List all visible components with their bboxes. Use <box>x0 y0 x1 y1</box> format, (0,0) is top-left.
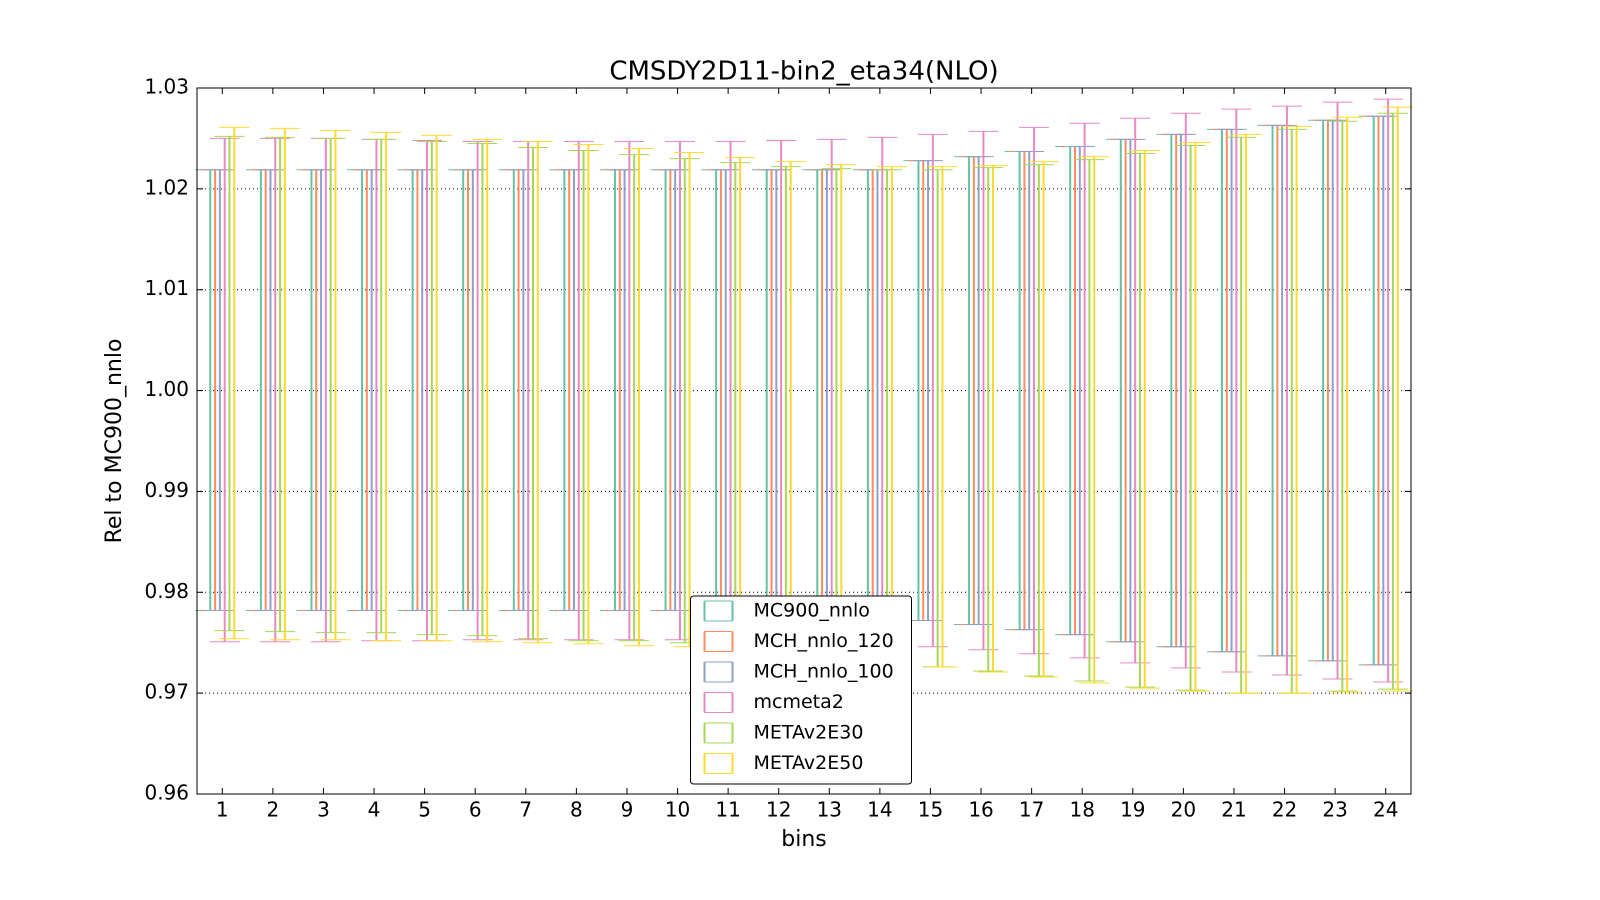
x-tick-label: 22 <box>1272 798 1297 822</box>
x-tick-label: 14 <box>867 798 892 822</box>
x-tick-label: 2 <box>267 798 280 822</box>
x-axis-label: bins <box>781 827 826 852</box>
legend-label: METAv2E30 <box>754 722 864 744</box>
x-tick-label: 4 <box>368 798 381 822</box>
x-tick-label: 21 <box>1221 798 1246 822</box>
x-tick-label: 1 <box>216 798 229 822</box>
legend-label: mcmeta2 <box>754 691 844 713</box>
x-tick-label: 11 <box>715 798 740 822</box>
x-tick-label: 24 <box>1373 798 1398 822</box>
y-tick-label: 1.03 <box>144 75 189 99</box>
legend-label: MCH_nnlo_100 <box>754 661 894 683</box>
y-tick-label: 0.97 <box>144 680 189 704</box>
x-tick-label: 10 <box>665 798 690 822</box>
x-tick-label: 23 <box>1322 798 1347 822</box>
x-tick-label: 16 <box>968 798 993 822</box>
x-tick-label: 9 <box>621 798 634 822</box>
y-tick-label: 1.00 <box>144 377 189 401</box>
x-tick-label: 17 <box>1019 798 1044 822</box>
x-tick-label: 5 <box>418 798 431 822</box>
chart-title: CMSDY2D11-bin2_eta34(NLO) <box>609 57 998 87</box>
legend-label: MCH_nnlo_120 <box>754 630 894 652</box>
x-tick-label: 12 <box>766 798 791 822</box>
x-tick-label: 6 <box>469 798 482 822</box>
x-tick-label: 8 <box>570 798 583 822</box>
x-tick-label: 7 <box>519 798 532 822</box>
x-tick-label: 3 <box>317 798 330 822</box>
x-tick-label: 15 <box>918 798 943 822</box>
x-tick-label: 18 <box>1069 798 1094 822</box>
y-tick-label: 0.99 <box>144 478 189 502</box>
y-tick-label: 0.98 <box>144 579 189 603</box>
x-tick-label: 19 <box>1120 798 1145 822</box>
x-tick-label: 13 <box>817 798 842 822</box>
y-tick-label: 1.01 <box>144 276 189 300</box>
y-axis-label: Rel to MC900_nnlo <box>102 339 127 544</box>
y-tick-label: 1.02 <box>144 175 189 199</box>
legend-box <box>690 595 912 785</box>
legend-label: METAv2E50 <box>754 752 864 774</box>
plot-frame <box>196 87 1412 795</box>
x-tick-label: 20 <box>1171 798 1196 822</box>
legend-label: MC900_nnlo <box>754 600 870 622</box>
y-tick-label: 0.96 <box>144 781 189 805</box>
